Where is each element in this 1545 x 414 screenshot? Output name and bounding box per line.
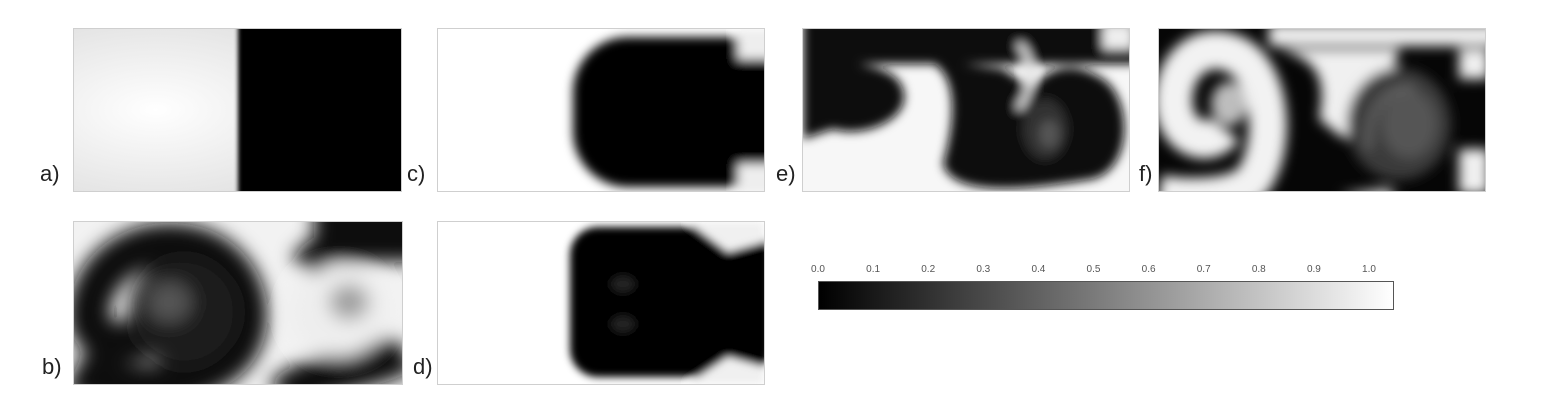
panel-label-f: f) <box>1139 161 1153 186</box>
colorbar-tick-label: 0.1 <box>866 264 881 275</box>
colorbar-tick-label: 1.0 <box>1362 264 1376 275</box>
panel-b-field <box>73 221 403 385</box>
panel-label-e: e) <box>776 161 796 186</box>
colorbar-tick-label: 0.0 <box>811 264 825 275</box>
colorbar <box>818 281 1394 310</box>
panel-label-b: b) <box>42 354 62 379</box>
colorbar-tick-label: 0.7 <box>1196 264 1211 275</box>
panel-label-c: c) <box>407 161 426 186</box>
colorbar-tick-label: 0.5 <box>1086 264 1101 275</box>
colorbar-tick-label: 0.6 <box>1141 264 1156 275</box>
panel-label-d: d) <box>413 354 433 379</box>
panel-e-field <box>802 28 1130 192</box>
colorbar-tick-label: 0.4 <box>1031 264 1046 275</box>
panel-d-field <box>437 221 765 385</box>
panel-a-field <box>73 28 402 192</box>
colorbar-tick-label: 0.9 <box>1306 264 1321 275</box>
colorbar-tick-label: 0.2 <box>921 264 936 275</box>
colorbar-tick-label: 0.8 <box>1251 264 1266 275</box>
panel-c-field <box>437 28 765 192</box>
panel-label-a: a) <box>40 161 60 186</box>
panel-f-field <box>1158 28 1486 192</box>
colorbar-tick-label: 0.3 <box>976 264 991 275</box>
